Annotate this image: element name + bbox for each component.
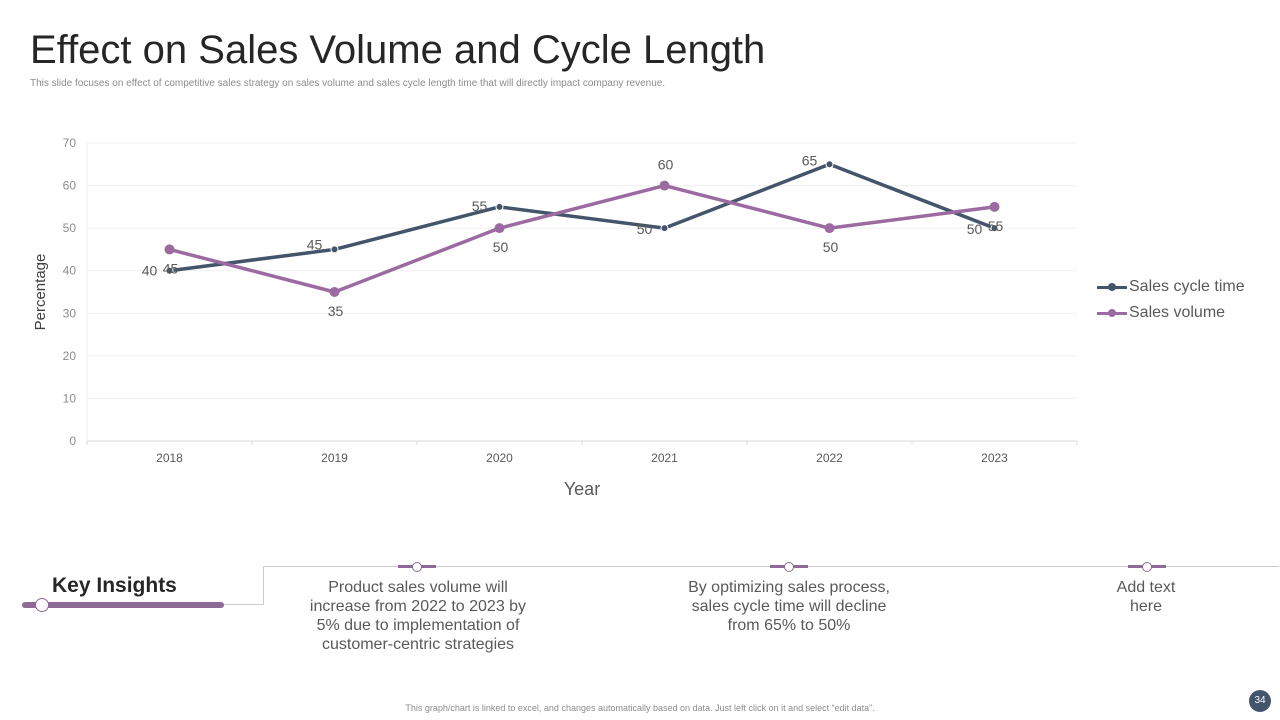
data-point-sales-volume-2021	[659, 180, 670, 191]
data-label-sales-volume-2021: 60	[658, 157, 674, 173]
x-tick-label-2021: 2021	[651, 451, 678, 465]
x-tick-label-2018: 2018	[156, 451, 183, 465]
data-point-sales-cycle-time-2022	[825, 160, 834, 169]
legend-label-sales-volume: Sales volume	[1129, 304, 1226, 321]
key-insights-title: Key Insights	[52, 574, 177, 597]
data-label-sales-cycle-time-2021: 50	[637, 221, 653, 237]
insight-marker-3	[1128, 562, 1166, 572]
x-tick-label-2022: 2022	[816, 451, 843, 465]
key-insights-knob-icon	[35, 598, 49, 612]
insight-marker-1	[398, 562, 436, 572]
insight-marker-2	[770, 562, 808, 572]
data-point-sales-volume-2018	[164, 244, 175, 255]
insights-divider-connector	[224, 604, 264, 605]
y-tick-label-40: 40	[63, 264, 77, 278]
slide-subtitle: This slide focuses on effect of competit…	[30, 78, 666, 89]
y-tick-label-20: 20	[63, 349, 77, 363]
data-label-sales-volume-2019: 35	[328, 303, 344, 319]
x-tick-label-2023: 2023	[981, 451, 1008, 465]
x-axis-title: Year	[564, 479, 600, 499]
data-point-sales-volume-2023	[989, 201, 1000, 212]
line-chart: 0 10 20 30 40 50 60 70 2018 2019 2020 2021 2022 2023 Y…	[32, 136, 1078, 499]
legend-label-sales-cycle-time: Sales cycle time	[1129, 278, 1245, 295]
y-tick-label-70: 70	[63, 136, 77, 150]
data-label-sales-cycle-time-2022: 65	[802, 152, 818, 168]
insight-text-3: Add text here	[1116, 579, 1176, 615]
data-label-sales-cycle-time-2018: 40	[142, 263, 158, 279]
data-label-sales-cycle-time-2020: 55	[472, 198, 488, 214]
data-point-sales-cycle-time-2023	[990, 224, 999, 233]
data-label-sales-volume-2018: 45	[163, 260, 179, 276]
data-label-sales-volume-2022: 50	[823, 239, 839, 255]
series-line-sales-cycle-time	[167, 162, 997, 273]
y-tick-label-60: 60	[63, 179, 77, 193]
insight-text-1: Product sales volume will increase from …	[309, 579, 527, 653]
key-insights-accent-bar	[22, 602, 224, 608]
data-label-sales-cycle-time-2023: 50	[967, 221, 983, 237]
y-axis-title: Percentage	[32, 254, 49, 331]
y-tick-label-10: 10	[63, 391, 77, 405]
data-point-sales-cycle-time-2020	[495, 202, 504, 211]
insight-text-2: By optimizing sales process, sales cycle…	[688, 579, 890, 634]
x-tick-label-2020: 2020	[486, 451, 513, 465]
y-tick-label-0: 0	[69, 434, 76, 448]
legend-swatch-sales-cycle-time	[1097, 282, 1127, 292]
data-label-sales-volume-2020: 50	[493, 239, 509, 255]
data-point-sales-volume-2020	[494, 223, 505, 234]
data-point-sales-volume-2019	[329, 287, 340, 297]
footer-note: This graph/chart is linked to excel, and…	[405, 703, 875, 713]
data-label-sales-volume-2023: 55	[988, 218, 1004, 234]
y-tick-label-50: 50	[63, 221, 77, 235]
data-point-sales-volume-2022	[824, 223, 835, 234]
insights-divider-vertical	[263, 566, 264, 604]
data-label-sales-cycle-time-2019: 45	[307, 236, 323, 252]
series-line-sales-volume	[167, 183, 997, 294]
legend-swatch-sales-volume	[1097, 308, 1127, 318]
data-point-sales-cycle-time-2019	[330, 245, 339, 254]
legend-item-sales-cycle-time: Sales cycle time	[1097, 278, 1245, 296]
x-tick-label-2019: 2019	[321, 451, 348, 465]
data-point-sales-cycle-time-2021	[660, 224, 669, 233]
page-number-badge: 34	[1249, 690, 1271, 712]
y-tick-label-30: 30	[63, 306, 77, 320]
data-point-sales-cycle-time-2018	[165, 266, 174, 275]
slide-title: Effect on Sales Volume and Cycle Length	[30, 28, 766, 72]
legend-item-sales-volume: Sales volume	[1097, 304, 1225, 322]
